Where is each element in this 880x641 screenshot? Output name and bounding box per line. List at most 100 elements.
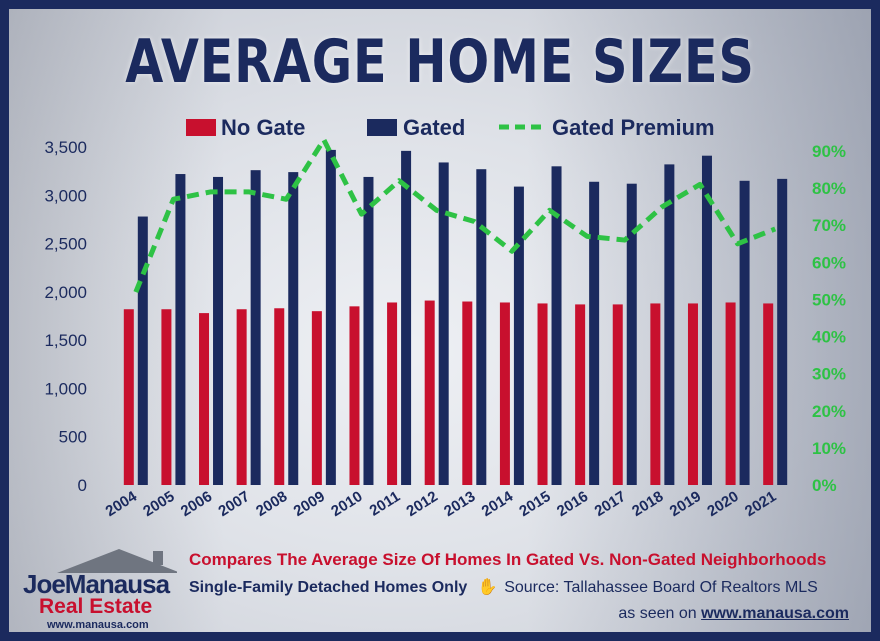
bar-gated (739, 180, 750, 486)
x-tick-label: 2016 (554, 488, 591, 520)
x-tick-label: 2021 (742, 488, 779, 520)
bar-gated (213, 176, 224, 486)
y-tick-left: 3,000 (44, 186, 87, 205)
bar-no-gate (387, 302, 398, 485)
x-tick-label: 2005 (140, 488, 177, 520)
x-tick-label: 2007 (215, 488, 252, 520)
bar-gated (513, 186, 524, 485)
bars (123, 149, 788, 486)
legend-swatch-gated (367, 119, 397, 136)
y-tick-right: 50% (812, 290, 846, 309)
legend-label-gated: Gated (403, 115, 465, 140)
x-tick-label: 2009 (291, 488, 328, 520)
hand-icon: ✋ (477, 579, 498, 596)
bar-gated (701, 155, 712, 486)
x-tick-label: 2019 (667, 488, 704, 520)
premium-line (133, 137, 777, 293)
x-tick-label: 2010 (328, 488, 365, 520)
x-tick-label: 2018 (629, 488, 666, 520)
bar-no-gate (537, 303, 548, 485)
bar-no-gate (687, 303, 698, 485)
bar-no-gate (763, 303, 774, 485)
x-tick-label: 2011 (367, 488, 404, 520)
footer-source: Source: Tallahassee Board Of Realtors ML… (504, 579, 818, 596)
bar-no-gate (424, 300, 435, 485)
x-tick-label: 2020 (704, 488, 741, 520)
y-tick-right: 30% (812, 365, 846, 384)
footer-note: Single-Family Detached Homes Only ✋ Sour… (189, 577, 818, 597)
y-tick-right: 20% (812, 402, 846, 421)
x-axis-labels: 2004 2005 2006 2007 2008 2009 2010 2011 2012 2013… (103, 488, 780, 520)
footer-description: Compares The Average Size Of Homes In Ga… (189, 550, 827, 569)
bar-no-gate (462, 301, 473, 485)
bar-no-gate (311, 311, 322, 485)
y-axis-left: 0 500 1,000 1,500 2,000 2,500 3,000 3,500 (44, 138, 87, 495)
logo-url: www.manausa.com (47, 619, 149, 631)
bar-no-gate (199, 313, 210, 485)
chart-svg: No Gate Gated Gated Premium 0 500 1,000 1,500… (44, 115, 846, 520)
footer-homes-only: Single-Family Detached Homes Only (189, 579, 468, 596)
y-tick-right: 70% (812, 216, 846, 235)
y-tick-left: 1,500 (44, 331, 87, 350)
y-tick-left: 3,500 (44, 138, 87, 157)
bar-gated (250, 170, 261, 486)
y-tick-right: 40% (812, 328, 846, 347)
bar-gated (288, 172, 299, 485)
logo-sub: Real Estate (39, 595, 153, 618)
y-tick-left: 500 (59, 428, 87, 447)
bar-no-gate (499, 302, 510, 485)
logo-name: JoeManausa (23, 569, 170, 599)
bar-gated (401, 150, 412, 485)
x-tick-label: 2017 (592, 488, 629, 520)
y-tick-right: 10% (812, 439, 846, 458)
y-tick-right: 90% (812, 142, 846, 161)
y-tick-left: 2,000 (44, 283, 87, 302)
bar-gated (589, 181, 600, 485)
bar-no-gate (725, 302, 736, 485)
bar-gated (777, 178, 788, 485)
y-tick-left: 1,000 (44, 379, 87, 398)
bar-gated (551, 166, 562, 486)
seen-prefix: as seen on (618, 605, 702, 622)
y-axis-right: 0% 10% 20% 30% 40% 50% 60% 70% 80% 90% (812, 142, 846, 495)
bar-gated (137, 216, 148, 485)
bar-no-gate (612, 304, 623, 485)
bar-no-gate (349, 306, 360, 485)
x-tick-label: 2015 (516, 488, 553, 520)
seen-url[interactable]: www.manausa.com (701, 605, 849, 622)
bar-gated (175, 174, 186, 486)
bar-no-gate (274, 308, 285, 485)
logo: JoeManausa Real Estate www.manausa.com (17, 547, 182, 632)
x-tick-label: 2008 (253, 488, 290, 520)
legend-label-no-gate: No Gate (221, 115, 305, 140)
x-tick-label: 2006 (178, 488, 215, 520)
y-tick-right: 60% (812, 253, 846, 272)
x-tick-label: 2013 (441, 488, 478, 520)
bar-gated (325, 149, 336, 485)
bar-gated (363, 176, 374, 486)
house-icon (57, 549, 177, 573)
legend-label-premium: Gated Premium (552, 115, 715, 140)
bar-gated (664, 164, 675, 485)
bar-no-gate (575, 304, 586, 485)
y-tick-right: 80% (812, 179, 846, 198)
legend-swatch-no-gate (186, 119, 216, 136)
bar-gated (438, 162, 449, 486)
footer-seen-on: as seen on www.manausa.com (618, 605, 849, 623)
bar-no-gate (650, 303, 661, 485)
bar-no-gate (161, 309, 172, 485)
x-tick-label: 2004 (103, 488, 141, 520)
legend: No Gate Gated Gated Premium (186, 115, 715, 140)
y-tick-right: 0% (812, 476, 837, 495)
x-tick-label: 2012 (404, 488, 441, 520)
x-tick-label: 2014 (479, 488, 517, 520)
y-tick-left: 2,500 (44, 235, 87, 254)
bar-gated (626, 183, 637, 485)
bar-no-gate (123, 309, 134, 485)
y-tick-left: 0 (78, 476, 87, 495)
premium-line-path (133, 137, 777, 293)
chart-title: AVERAGE HOME SIZES (125, 27, 755, 97)
bar-no-gate (236, 309, 247, 485)
bar-gated (476, 169, 487, 485)
